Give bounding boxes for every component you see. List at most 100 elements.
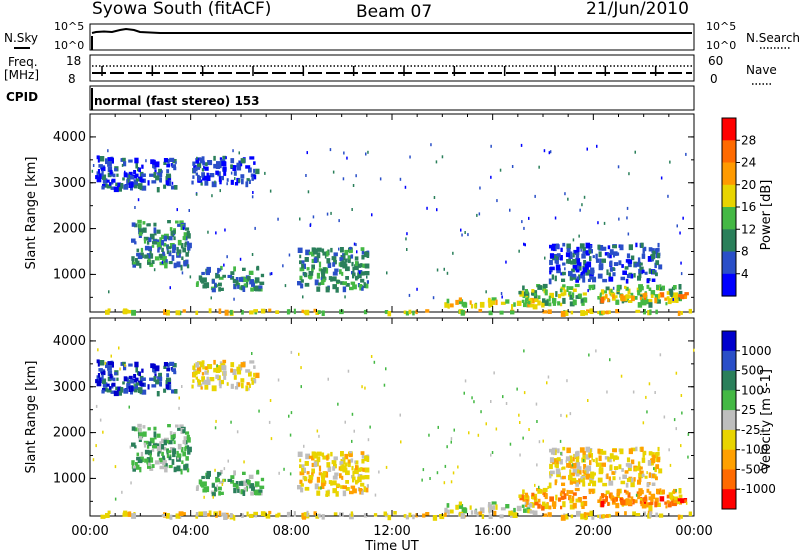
data-cell: [151, 448, 155, 452]
nsky-trace: [91, 27, 692, 34]
data-cell: [339, 257, 344, 262]
data-cell: [242, 267, 246, 271]
data-cell: [593, 472, 596, 476]
data-cell: [680, 294, 685, 300]
data-cell: [204, 180, 209, 186]
data-cell: [666, 296, 670, 300]
data-cell: [182, 227, 185, 231]
data-cell: [677, 514, 681, 520]
data-cell: [366, 275, 368, 279]
data-cell: [510, 310, 515, 315]
colorbar-tick-label: 1000: [741, 344, 772, 358]
data-cell: [641, 253, 646, 259]
data-cell: [325, 490, 330, 497]
data-cell: [173, 440, 176, 445]
data-cell: [253, 365, 256, 369]
data-cell: [289, 433, 292, 437]
data-cell: [176, 249, 182, 254]
data-cell: [232, 165, 237, 171]
data-cell: [146, 240, 150, 245]
data-cell: [675, 298, 679, 303]
data-cell: [318, 486, 321, 490]
data-cell: [572, 502, 577, 509]
data-cell: [164, 262, 168, 269]
data-cell: [571, 472, 575, 477]
data-cell: [409, 155, 411, 159]
colorbar-segment: [722, 229, 736, 253]
data-cell: [378, 470, 380, 474]
data-cell: [155, 239, 160, 243]
data-cell: [318, 268, 322, 272]
data-cell: [184, 241, 189, 245]
data-cell: [687, 432, 690, 436]
data-cell: [332, 466, 336, 471]
data-cell: [124, 364, 126, 367]
data-cell: [344, 249, 349, 256]
data-cell: [549, 267, 552, 270]
data-cell: [534, 298, 539, 303]
data-cell: [114, 465, 117, 469]
data-cell: [344, 258, 348, 263]
data-cell: [639, 498, 643, 502]
data-cell: [574, 487, 580, 492]
data-cell: [627, 492, 631, 498]
data-cell: [648, 287, 652, 291]
data-cell: [139, 178, 145, 183]
data-cell: [239, 257, 242, 261]
data-cell: [187, 451, 191, 455]
data-cell: [604, 456, 609, 460]
data-cell: [687, 455, 689, 459]
data-cell: [114, 372, 118, 376]
data-cell: [215, 513, 218, 518]
data-cell: [332, 276, 337, 282]
data-cell: [495, 427, 498, 431]
data-cell: [317, 513, 321, 518]
data-cell: [150, 159, 155, 165]
data-cell: [233, 487, 237, 494]
data-cell: [580, 476, 583, 480]
data-cell: [171, 389, 175, 394]
data-cell: [332, 284, 337, 290]
data-cell: [269, 272, 271, 276]
data-cell: [602, 310, 605, 315]
data-cell: [412, 310, 415, 316]
data-cell: [559, 459, 563, 465]
data-cell: [678, 297, 682, 302]
data-cell: [318, 261, 322, 268]
data-cell: [357, 474, 363, 479]
data-cell: [144, 449, 150, 455]
data-cell: [567, 197, 569, 201]
data-cell: [206, 470, 211, 477]
data-cell: [624, 489, 627, 493]
data-cell: [443, 267, 445, 271]
data-cell: [608, 476, 611, 482]
data-cell: [528, 300, 531, 305]
data-cell: [227, 478, 233, 482]
data-cell: [600, 297, 605, 304]
data-cell: [575, 269, 580, 273]
data-cell: [520, 143, 523, 147]
data-cell: [641, 269, 645, 274]
data-cell: [473, 400, 475, 404]
data-cell: [207, 160, 213, 166]
data-cell: [611, 471, 615, 475]
data-cell: [97, 157, 100, 163]
data-cell: [572, 457, 575, 462]
data-cell: [549, 463, 553, 470]
data-cell: [404, 185, 407, 189]
data-cell: [582, 292, 587, 296]
data-cell: [535, 402, 538, 406]
data-cell: [637, 461, 641, 468]
data-cell: [602, 514, 605, 519]
data-cell: [355, 243, 357, 247]
data-cell: [99, 418, 102, 422]
data-cell: [136, 452, 140, 457]
freq-label: Freq.: [8, 55, 38, 69]
data-cell: [105, 309, 110, 315]
data-cell: [637, 493, 641, 500]
data-cell: [100, 166, 106, 172]
data-cell: [688, 308, 692, 314]
data-cell: [405, 237, 407, 241]
data-cell: [316, 272, 320, 279]
data-cell: [195, 310, 199, 315]
